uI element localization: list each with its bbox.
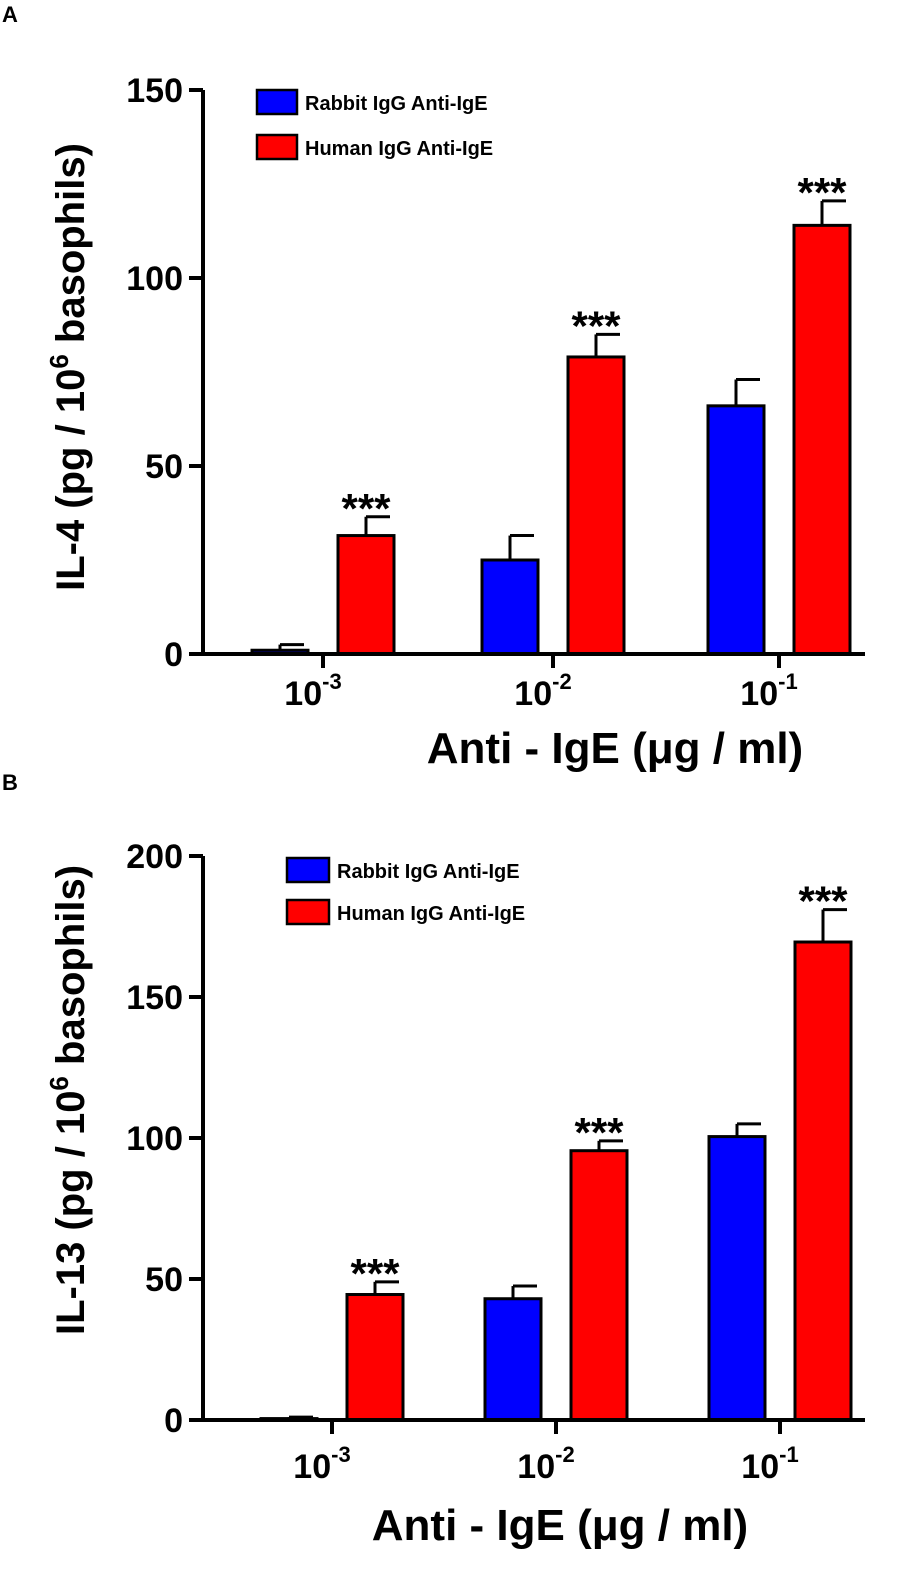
- x-tick-label-exponent: -1: [778, 669, 798, 694]
- x-tick-label-base: 10: [514, 675, 552, 713]
- legend: Rabbit IgG Anti-IgE Human IgG Anti-IgE: [285, 856, 525, 926]
- legend-swatch: [285, 898, 331, 926]
- x-tick-label: 10-2: [514, 669, 571, 713]
- x-tick-label: 10-3: [284, 669, 341, 713]
- bar: [706, 404, 766, 656]
- legend-swatch: [255, 133, 299, 161]
- y-axis-label-suffix: basophils): [49, 865, 93, 1076]
- significance-marker: ***: [574, 1109, 624, 1156]
- legend: Rabbit IgG Anti-IgE Human IgG Anti-IgE: [255, 88, 493, 161]
- y-tick-label: 0: [164, 636, 183, 674]
- y-tick-label: 100: [126, 260, 183, 298]
- bar: [792, 223, 852, 656]
- bar: [566, 355, 626, 656]
- legend-label: Human IgG Anti-IgE: [337, 903, 525, 925]
- x-axis-label: Anti - IgE (μg / ml): [372, 1501, 748, 1550]
- significance-marker: ***: [341, 485, 391, 532]
- x-tick-label-exponent: -2: [552, 669, 572, 694]
- significance-marker: ***: [350, 1250, 400, 1297]
- x-tick-label-base: 10: [741, 1448, 779, 1486]
- bar: [707, 1135, 767, 1422]
- y-axis-label: IL-4 (pg / 106 basophils): [44, 143, 93, 591]
- significance-marker: ***: [571, 302, 621, 349]
- bar: [569, 1149, 629, 1422]
- panel-label: B: [2, 770, 18, 795]
- y-axis-label: IL-13 (pg / 106 basophils): [44, 865, 93, 1335]
- y-axis-label-prefix: IL-13 (pg / 10: [49, 1091, 93, 1336]
- x-tick-label-base: 10: [284, 675, 322, 713]
- legend-label: Rabbit IgG Anti-IgE: [305, 93, 488, 115]
- y-axis-label-sup: 6: [44, 354, 74, 368]
- y-tick-label: 150: [126, 979, 183, 1017]
- x-tick-label: 10-2: [517, 1442, 574, 1486]
- x-tick-label: 10-1: [741, 1442, 798, 1486]
- x-axis-label: Anti - IgE (μg / ml): [427, 724, 803, 773]
- legend-swatch: [255, 88, 299, 116]
- y-axis-label-prefix: IL-4 (pg / 10: [49, 369, 93, 591]
- y-tick-label: 150: [126, 72, 183, 110]
- significance-marker: ***: [798, 878, 848, 925]
- bar: [345, 1293, 405, 1422]
- bar: [793, 940, 853, 1422]
- legend-label: Rabbit IgG Anti-IgE: [337, 861, 520, 883]
- x-tick-label: 10-1: [740, 669, 797, 713]
- y-axis-label-suffix: basophils): [49, 143, 93, 354]
- y-tick-label: 50: [145, 448, 183, 486]
- significance-marker: ***: [797, 169, 847, 216]
- x-tick-label: 10-3: [293, 1442, 350, 1486]
- x-tick-label-exponent: -3: [331, 1442, 351, 1467]
- bar: [336, 534, 396, 656]
- y-tick-label: 100: [126, 1120, 183, 1158]
- bar: [480, 558, 540, 656]
- x-tick-label-exponent: -3: [322, 669, 342, 694]
- y-tick-label: 50: [145, 1261, 183, 1299]
- y-tick-label: 200: [126, 838, 183, 876]
- x-tick-label-exponent: -2: [555, 1442, 575, 1467]
- bar: [483, 1297, 543, 1422]
- x-tick-label-exponent: -1: [779, 1442, 799, 1467]
- x-tick-label-base: 10: [293, 1448, 331, 1486]
- panel-label: A: [2, 2, 18, 27]
- legend-label: Human IgG Anti-IgE: [305, 138, 493, 160]
- y-axis-label-sup: 6: [44, 1076, 74, 1090]
- y-tick-label: 0: [164, 1402, 183, 1440]
- legend-swatch: [285, 856, 331, 884]
- x-tick-label-base: 10: [517, 1448, 555, 1486]
- x-tick-label-base: 10: [740, 675, 778, 713]
